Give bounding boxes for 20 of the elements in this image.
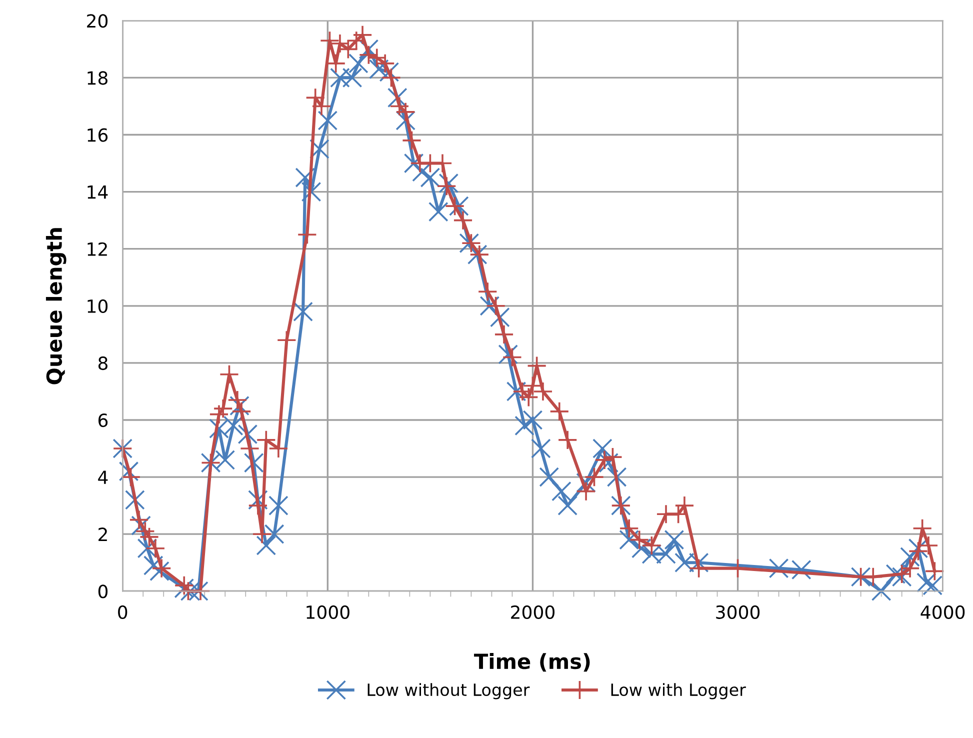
- x-tick-label: 1000: [306, 605, 350, 620]
- y-tick-label: 10: [88, 299, 108, 314]
- x-tick-label: 4000: [920, 605, 965, 620]
- y-tick-label: 2: [98, 528, 107, 541]
- y-tick-label: 6: [98, 413, 108, 428]
- y-tick-label: 18: [88, 71, 108, 85]
- y-tick-label: 0: [98, 584, 108, 598]
- legend-label: Low without Logger: [368, 683, 530, 700]
- y-tick-label: 8: [98, 356, 108, 370]
- y-tick-label: 14: [88, 186, 108, 199]
- x-tick-label: 2000: [511, 605, 554, 620]
- x-tick-label: 0: [118, 605, 128, 620]
- y-tick-label: 20: [87, 14, 108, 28]
- y-axis-title: Queue length: [46, 228, 66, 384]
- legend-label: Low with Logger: [611, 683, 746, 700]
- x-tick-label: 3000: [716, 605, 760, 620]
- x-axis-title: Time (ms): [474, 653, 590, 672]
- y-tick-label: 12: [88, 242, 107, 256]
- y-tick-label: 4: [98, 470, 108, 484]
- y-tick-label: 16: [88, 128, 108, 142]
